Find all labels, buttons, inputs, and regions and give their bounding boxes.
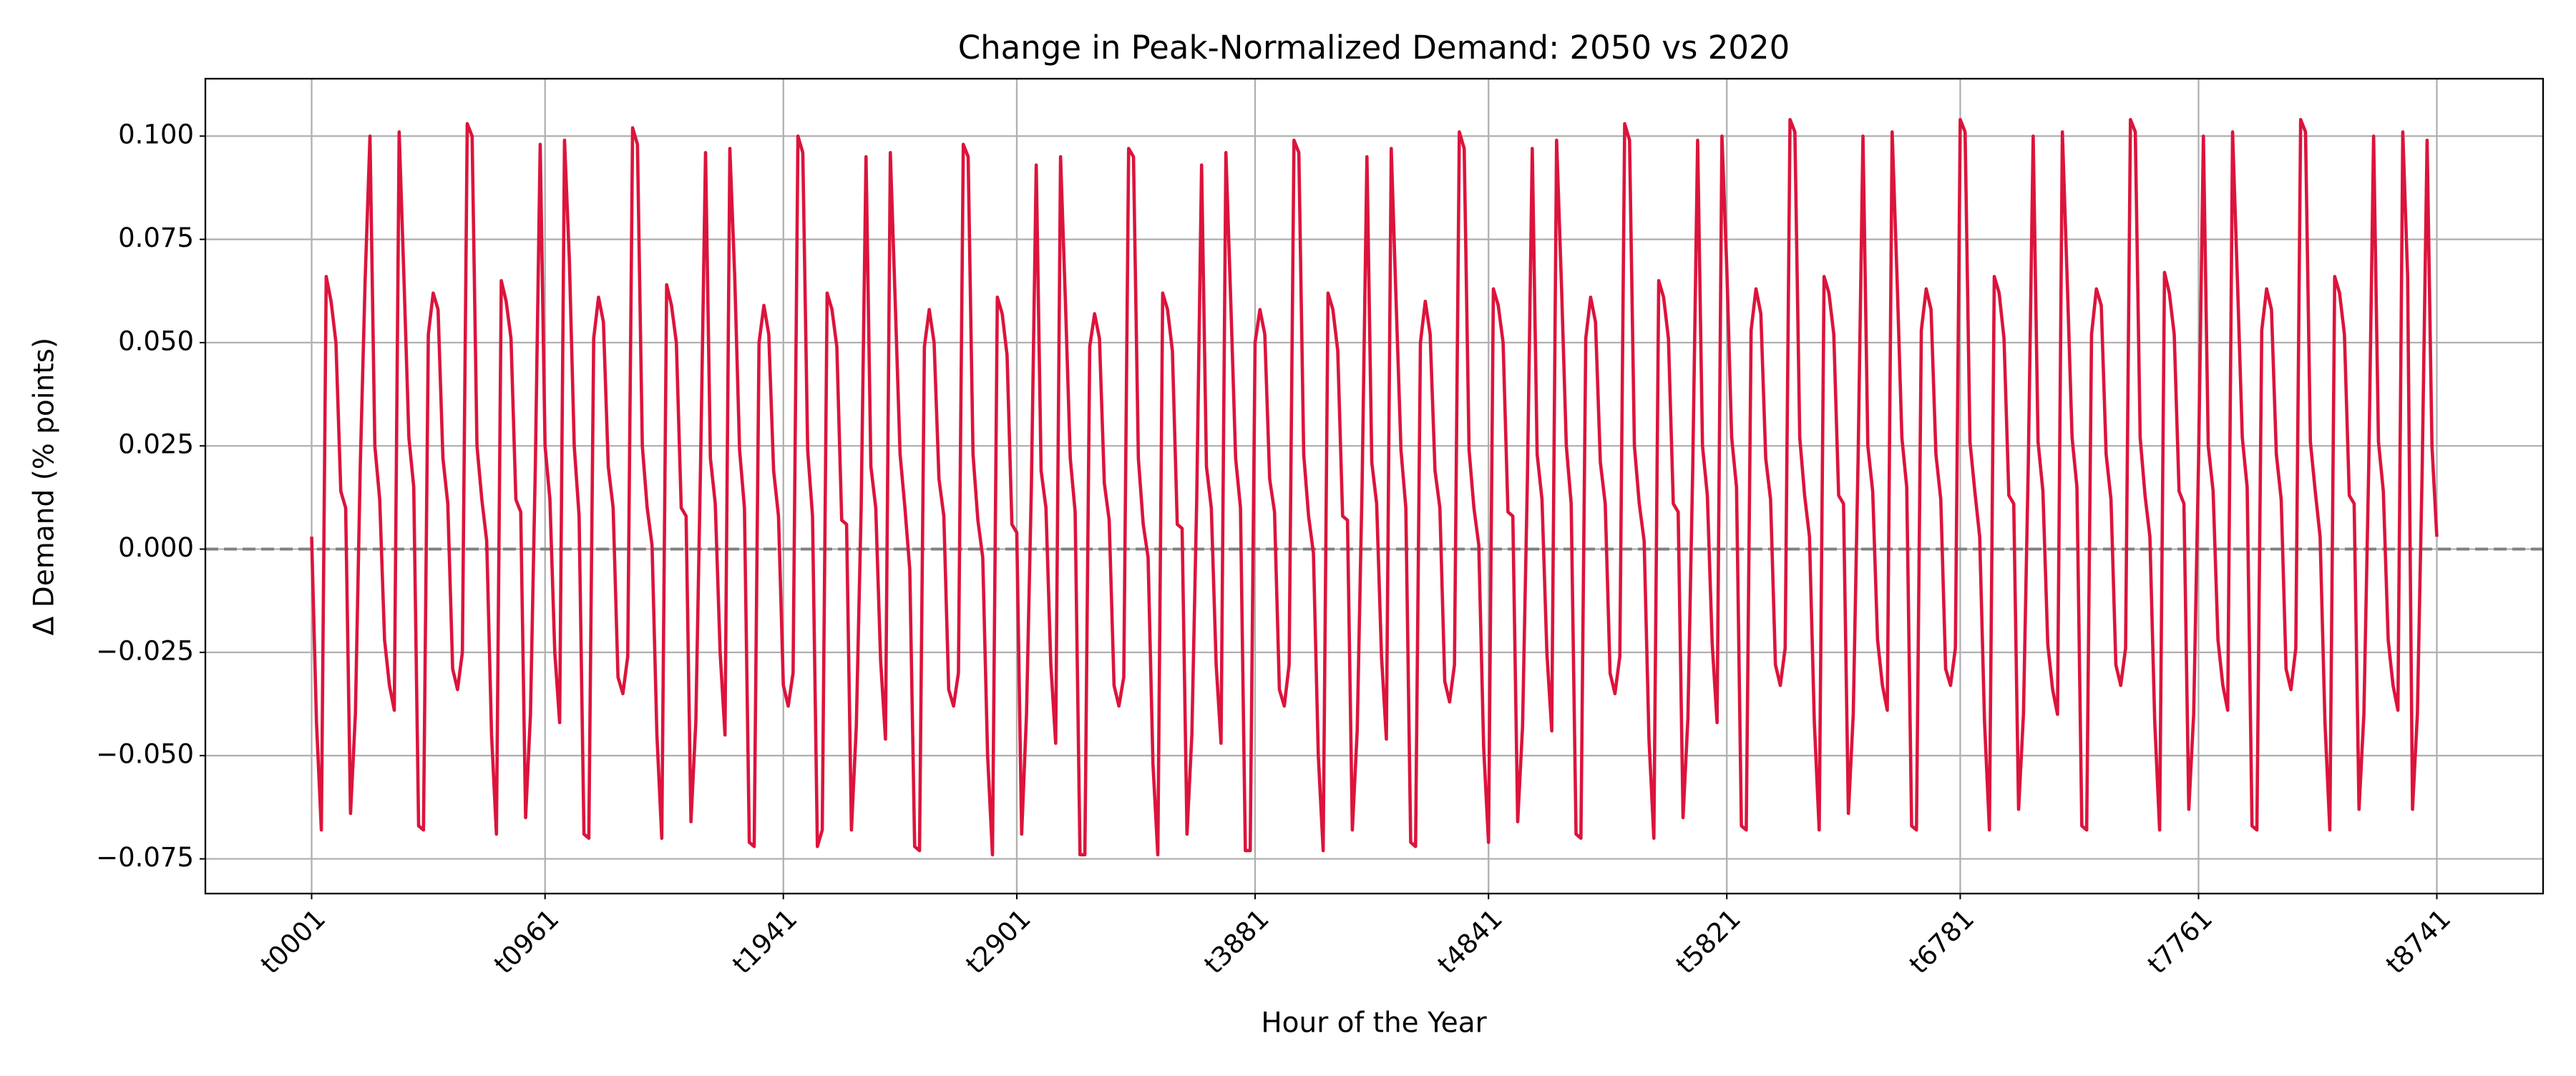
plot-frame	[204, 77, 2545, 895]
y-tick-label: 0.000	[118, 532, 194, 563]
y-tick-label: 0.075	[118, 222, 194, 253]
x-tick-label: t5821	[1670, 903, 1747, 979]
x-tick-label: t3881	[1199, 903, 1275, 979]
x-tick-label: t7761	[2142, 903, 2218, 979]
x-tick-label: t1941	[726, 903, 803, 979]
x-tick-label: t0961	[488, 903, 565, 979]
y-axis-label: Δ Demand (% points)	[29, 338, 61, 636]
x-tick-label: t4841	[1432, 903, 1508, 979]
y-tick-label: −0.050	[96, 739, 194, 770]
y-tick-label: 0.050	[118, 326, 194, 356]
chart-title: Change in Peak-Normalized Demand: 2050 v…	[958, 29, 1790, 67]
x-tick-label: t0001	[255, 903, 331, 979]
y-tick-label: −0.075	[96, 842, 194, 873]
x-tick-label: t8741	[2380, 903, 2457, 979]
y-tick-label: 0.025	[118, 429, 194, 460]
x-tick-label: t6781	[1903, 903, 1980, 979]
data-line	[310, 117, 2439, 857]
x-tick-label: t2901	[960, 903, 1037, 979]
y-tick-label: −0.025	[96, 635, 194, 666]
y-tick-label: 0.100	[118, 119, 194, 150]
x-axis-label: Hour of the Year	[1261, 1007, 1487, 1040]
